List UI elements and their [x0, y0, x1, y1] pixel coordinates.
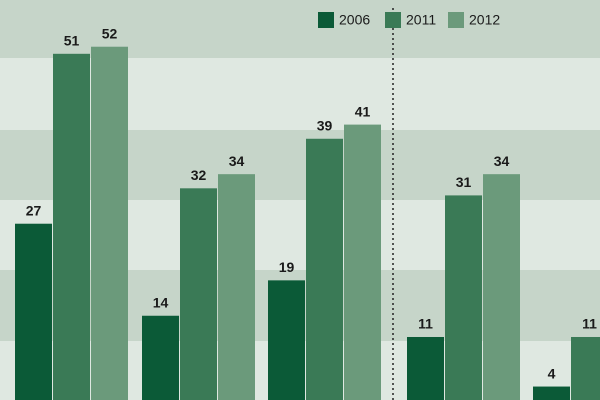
bar — [407, 336, 444, 400]
band — [0, 0, 600, 58]
value-label: 31 — [456, 174, 472, 190]
bar — [445, 195, 482, 400]
bar — [180, 188, 217, 400]
bar — [306, 138, 343, 400]
bar — [15, 223, 52, 400]
legend-swatch — [448, 12, 464, 28]
value-label: 19 — [279, 259, 295, 275]
value-label: 14 — [153, 294, 169, 310]
legend-label: 2011 — [406, 12, 436, 28]
bar — [91, 46, 128, 400]
bar — [483, 174, 520, 400]
bar — [571, 336, 600, 400]
bar — [53, 53, 90, 400]
value-label: 4 — [548, 365, 556, 381]
value-label: 34 — [229, 153, 245, 169]
value-label: 32 — [191, 167, 207, 183]
legend-label: 2006 — [339, 12, 370, 28]
legend-label: 2012 — [469, 12, 500, 28]
value-label: 27 — [26, 202, 42, 218]
value-label: 41 — [355, 103, 371, 119]
legend-swatch — [385, 12, 401, 28]
value-label: 34 — [494, 153, 510, 169]
bar — [533, 386, 570, 400]
value-label: 51 — [64, 33, 80, 49]
value-label: 11 — [582, 316, 597, 332]
legend-swatch — [318, 12, 334, 28]
value-label: 52 — [102, 25, 118, 41]
bar — [142, 315, 179, 400]
value-label: 11 — [418, 316, 433, 332]
value-label: 39 — [317, 117, 333, 133]
bar — [218, 174, 255, 400]
bar — [268, 280, 305, 400]
bar — [344, 124, 381, 400]
